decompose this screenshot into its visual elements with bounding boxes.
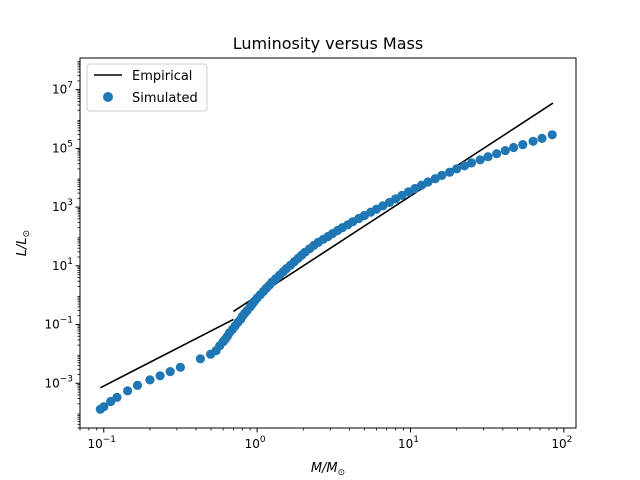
y-axis-ticks: 10−3 10−1 101 103 105 107 — [44, 61, 80, 429]
y-tick-label: 101 — [52, 257, 73, 273]
y-tick-label: 103 — [52, 198, 73, 214]
simulated-point — [123, 386, 133, 396]
y-tick-label: 107 — [52, 81, 73, 97]
x-axis-label: M/M⊙ — [311, 461, 345, 478]
simulated-point — [500, 146, 510, 156]
y-axis-label: L/L⊙ — [15, 230, 32, 256]
x-tick-label: 101 — [398, 435, 419, 451]
x-tick-label: 100 — [245, 435, 266, 451]
y-tick-label: 10−1 — [44, 316, 73, 332]
simulated-point — [475, 155, 485, 165]
simulated-point — [132, 380, 143, 390]
y-tick-label: 10−3 — [44, 374, 73, 390]
empirical-line-segment — [232, 102, 554, 313]
legend-label-simulated: Simulated — [132, 91, 198, 106]
simulated-point — [547, 130, 557, 140]
simulated-point — [437, 170, 447, 180]
simulated-point — [483, 152, 493, 162]
chart-title: Luminosity versus Mass — [233, 34, 423, 53]
simulated-point — [445, 167, 455, 177]
simulated-point — [99, 402, 109, 412]
simulated-point — [537, 133, 547, 143]
simulated-point — [145, 375, 155, 385]
legend: Empirical Simulated — [86, 63, 208, 112]
simulated-point — [492, 149, 502, 159]
simulated-point — [175, 362, 185, 372]
simulated-point — [508, 142, 519, 153]
plot-area — [95, 102, 557, 414]
x-tick-label: 10−1 — [87, 435, 116, 451]
simulated-point — [423, 177, 433, 187]
legend-label-empirical: Empirical — [132, 69, 192, 84]
simulated-point — [195, 354, 205, 364]
simulated-point — [528, 136, 538, 146]
simulated-point — [466, 158, 477, 168]
simulated-point — [112, 392, 122, 402]
simulated-point — [155, 371, 165, 381]
legend-swatch-simulated — [103, 92, 113, 102]
x-tick-label: 102 — [551, 435, 572, 451]
x-axis-ticks: 10−1 100 101 102 — [79, 428, 572, 451]
simulated-point — [518, 140, 528, 150]
empirical-line-segment — [99, 318, 234, 389]
y-tick-label: 105 — [52, 139, 73, 155]
simulated-point — [165, 367, 175, 377]
simulated-point — [452, 164, 462, 174]
simulated-point — [459, 161, 470, 171]
